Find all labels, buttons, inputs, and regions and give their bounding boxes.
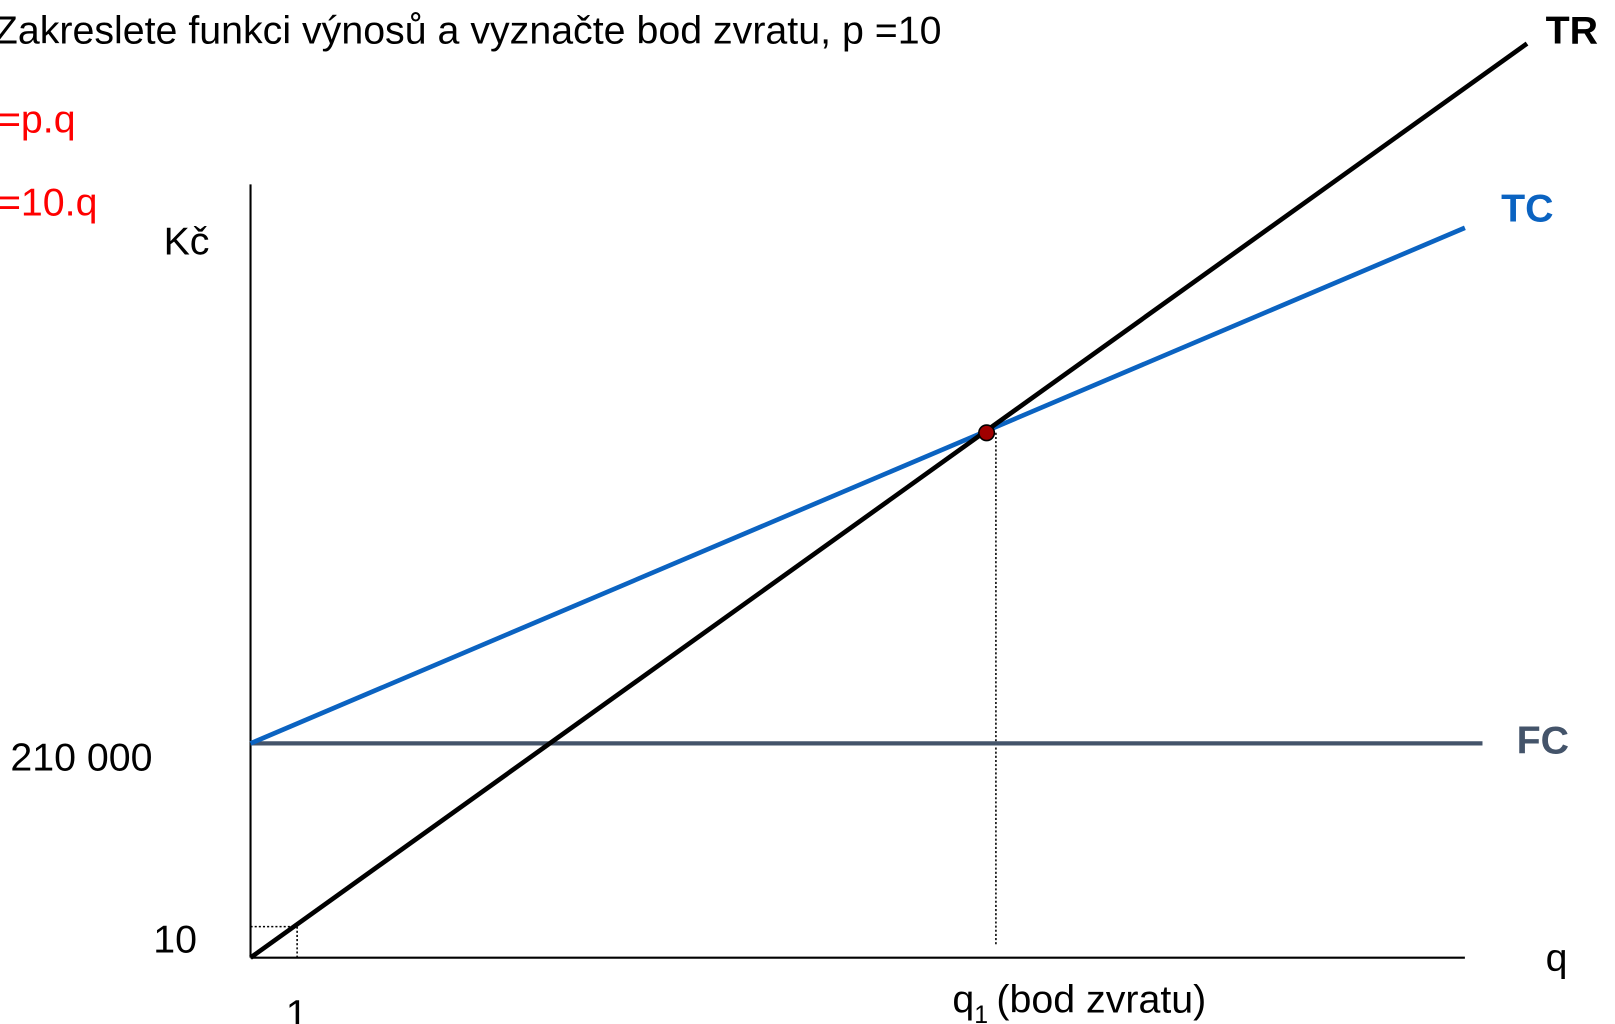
tc-line (249, 225, 1466, 746)
x-axis-label: q (1546, 936, 1568, 980)
tr-label: TR (1546, 9, 1598, 53)
break-even-label: q1 (bod zvratu) (952, 978, 1206, 1024)
fc-label: FC (1517, 719, 1569, 763)
tr-line (249, 41, 1529, 960)
break-even-text: (bod zvratu) (996, 978, 1206, 1022)
y-axis-label: Kč (164, 220, 210, 264)
x-axis-mark: 1 (286, 992, 308, 1024)
tc-label: TC (1501, 187, 1553, 231)
y-axis-mark: 210 000 (10, 735, 152, 779)
break-even-point (978, 424, 996, 442)
title: Zakreslete funkci výnosů a vyznačte bod … (0, 9, 941, 53)
y-axis-mark: 10 (153, 918, 197, 962)
break-even-symbol: q (952, 978, 974, 1022)
break-even-subscript: 1 (974, 1002, 988, 1024)
formula: =p.q (0, 98, 76, 142)
formula: =10.q (0, 180, 97, 224)
